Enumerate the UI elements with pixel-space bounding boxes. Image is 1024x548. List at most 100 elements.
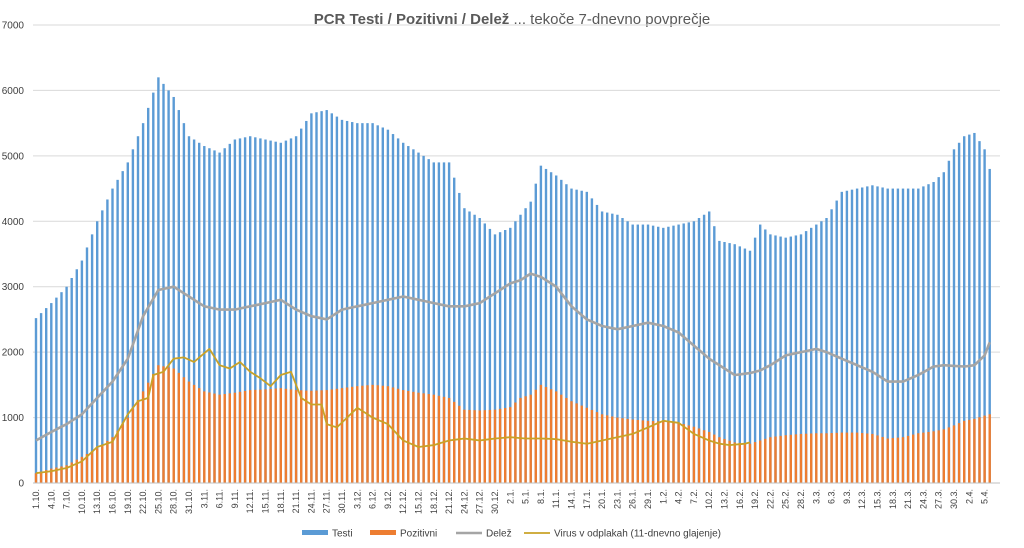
bar-testi — [855, 188, 859, 484]
bar-testi — [835, 200, 838, 484]
bar-pozitivni — [305, 390, 308, 483]
x-tick-label: 10.10. — [77, 489, 87, 514]
bar-pozitivni — [509, 407, 512, 483]
bar-testi — [702, 214, 706, 483]
bar-pozitivni — [947, 427, 951, 483]
bar-testi — [300, 128, 303, 483]
bar-pozitivni — [50, 468, 53, 483]
bar-testi — [453, 177, 456, 483]
bar-testi — [580, 190, 583, 483]
x-tick-label: 4.10. — [46, 489, 56, 509]
bar-testi — [922, 186, 925, 483]
bar-pozitivni — [657, 421, 660, 483]
bar-pozitivni — [427, 394, 430, 483]
bar-pozitivni — [886, 438, 889, 483]
bar-pozitivni — [534, 389, 537, 483]
bar-pozitivni — [167, 367, 170, 483]
bar-testi — [667, 226, 670, 483]
bar-testi — [692, 221, 696, 484]
x-tick-label: 9.3. — [842, 489, 852, 504]
bar-testi — [723, 242, 726, 483]
bar-testi — [498, 232, 502, 483]
x-tick-label: 25.10. — [153, 489, 163, 514]
bar-pozitivni — [437, 395, 441, 483]
bar-testi — [651, 225, 655, 483]
bar-testi — [396, 138, 400, 483]
bar-pozitivni — [468, 409, 471, 483]
bar-testi — [794, 235, 798, 483]
bar-pozitivni — [279, 388, 282, 483]
bar-pozitivni — [223, 394, 226, 483]
bar-testi — [646, 224, 650, 484]
bar-pozitivni — [85, 453, 89, 483]
x-tick-label: 22.10. — [138, 489, 148, 514]
bar-pozitivni — [963, 420, 966, 483]
x-tick-label: 15.12. — [414, 489, 424, 514]
bar-pozitivni — [330, 389, 333, 483]
bar-testi — [264, 139, 267, 483]
bar-pozitivni — [988, 414, 991, 483]
bar-pozitivni — [784, 435, 787, 483]
bar-pozitivni — [80, 456, 84, 483]
bar-pozitivni — [458, 405, 461, 483]
bar-testi — [305, 120, 308, 483]
bar-pozitivni — [810, 433, 813, 483]
bar-testi — [228, 143, 231, 483]
bar-testi — [218, 152, 221, 484]
bar-pozitivni — [876, 435, 879, 483]
x-tick-label: 30.12. — [490, 489, 500, 514]
x-tick-label: 24.12. — [459, 489, 469, 514]
bar-pozitivni — [340, 388, 344, 483]
bar-testi — [85, 247, 89, 483]
y-tick-label: 3000 — [2, 282, 25, 293]
bar-testi — [963, 136, 966, 483]
bar-pozitivni — [422, 393, 425, 483]
x-tick-label: 27.12. — [475, 489, 485, 514]
bar-testi — [126, 162, 129, 483]
bar-testi — [565, 184, 568, 483]
bar-testi — [743, 248, 747, 483]
line-virus — [35, 347, 751, 475]
x-tick-label: 9.11. — [230, 489, 240, 508]
x-tick-label: 12.3. — [857, 489, 867, 509]
bar-pozitivni — [738, 442, 741, 483]
x-tick-label: 18.3. — [888, 489, 898, 509]
bar-testi — [804, 231, 808, 483]
bar-pozitivni — [514, 402, 517, 483]
x-tick-label: 21.11. — [291, 489, 301, 513]
bar-testi — [279, 142, 282, 483]
bar-pozitivni — [830, 433, 833, 483]
bar-testi — [34, 318, 38, 483]
bar-pozitivni — [157, 365, 160, 483]
bar-pozitivni — [259, 389, 262, 483]
bar-pozitivni — [300, 390, 303, 483]
bar-testi — [187, 136, 191, 483]
x-tick-label: 25.2. — [781, 489, 791, 509]
bar-testi — [330, 113, 333, 483]
bar-testi — [106, 199, 109, 483]
bar-pozitivni — [243, 390, 247, 483]
x-tick-label: 30.3. — [949, 489, 959, 509]
bar-testi — [345, 120, 349, 483]
bar-pozitivni — [595, 412, 599, 483]
line-delez — [35, 272, 991, 442]
x-tick-label: 5.4. — [980, 489, 990, 504]
bar-testi — [636, 224, 639, 484]
bar-testi — [784, 237, 787, 483]
bar-pozitivni — [815, 433, 818, 483]
bar-pozitivni — [779, 435, 782, 483]
chart-title: PCR Testi / Pozitivni / Delež ... tekoče… — [314, 11, 711, 28]
bar-pozitivni — [412, 391, 415, 483]
bar-pozitivni — [983, 415, 986, 483]
bar-testi — [172, 96, 175, 483]
bar-testi — [458, 192, 461, 483]
bar-testi — [141, 123, 145, 484]
x-tick-label: 22.2. — [765, 489, 775, 509]
bar-testi — [198, 142, 201, 483]
bar-pozitivni — [896, 437, 900, 483]
bar-testi — [769, 234, 772, 483]
bar-pozitivni — [748, 443, 752, 483]
bar-testi — [983, 149, 986, 484]
bar-pozitivni — [182, 377, 186, 483]
